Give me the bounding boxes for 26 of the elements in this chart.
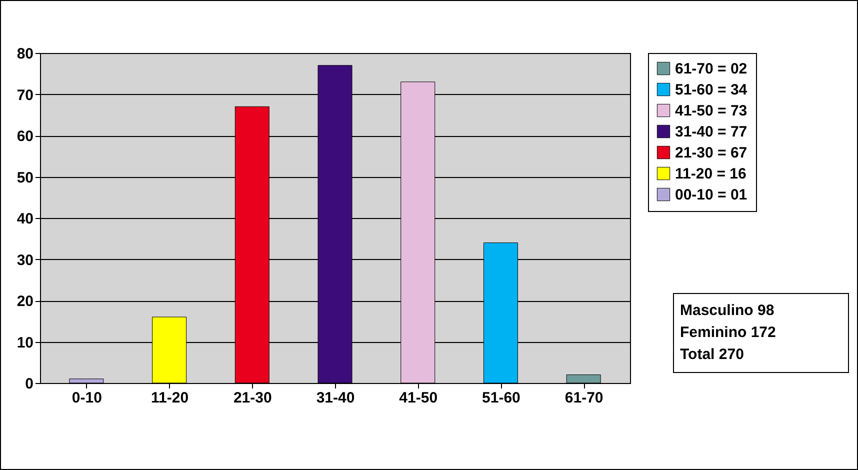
text: Feminino 172: [680, 323, 777, 343]
y-tick-label: 10: [16, 334, 34, 352]
x-tick-label: 41-50: [399, 390, 438, 406]
x-tick-label: 31-40: [316, 390, 355, 406]
text: Total 270: [680, 345, 745, 365]
y-tick-label: 20: [16, 293, 34, 310]
x-tick-label: 51-60: [482, 390, 520, 406]
x-tick-label: 11-20: [151, 390, 189, 406]
x-tick-label: 61-70: [564, 390, 604, 406]
y-tick-label: 30: [16, 252, 34, 269]
legend-label: 11-20 = 16: [675, 166, 746, 182]
x-tick-label: 0-10: [72, 390, 102, 406]
y-tick-label: 60: [16, 128, 34, 145]
y-tick-label: 0: [25, 376, 34, 392]
y-tick-label: 80: [16, 46, 34, 62]
legend-label: 41-50 = 73: [675, 102, 748, 120]
legend-label: 21-30 = 67: [675, 144, 748, 162]
y-tick-label: 40: [16, 210, 34, 228]
text: Masculino 98: [680, 301, 776, 321]
x-tick-label: 21-30: [233, 390, 272, 406]
legend-label: 00-10 = 01: [675, 186, 748, 204]
legend-label: 31-40 = 77: [675, 124, 748, 140]
legend-label: 61-70 = 02: [675, 60, 748, 78]
y-tick-label: 50: [16, 169, 34, 186]
legend-label: 51-60 = 34: [675, 82, 748, 98]
y-tick-label: 70: [16, 86, 34, 104]
